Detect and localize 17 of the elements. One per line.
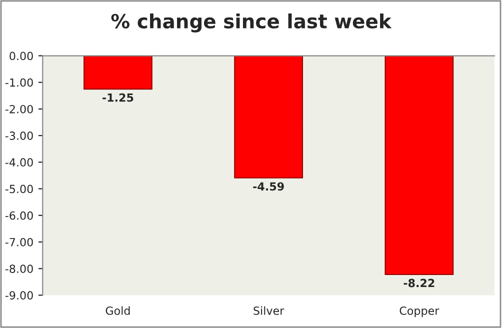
y-tick-label: -9.00 — [5, 291, 33, 300]
data-label: -8.22 — [404, 278, 434, 288]
y-tick-label: -2.00 — [5, 104, 33, 114]
data-label: -1.25 — [102, 93, 134, 102]
y-tick-label: -3.00 — [5, 132, 33, 140]
y-tick-label: -6.00 — [5, 211, 33, 220]
y-tick-label: -8.00 — [5, 264, 33, 273]
y-tick-label: -5.00 — [5, 184, 33, 194]
y-tick-label: -1.00 — [5, 78, 33, 87]
y-tick-label: -7.00 — [5, 238, 33, 246]
chart-title: % change since last week — [111, 13, 392, 32]
x-tick-label: Copper — [400, 306, 440, 318]
x-tick-label: Gold — [106, 306, 130, 315]
x-tick-label: Silver — [254, 306, 284, 315]
data-label: -4.59 — [253, 182, 284, 191]
y-tick-label: 0.00 — [10, 52, 33, 60]
y-tick-label: -4.00 — [5, 158, 33, 167]
